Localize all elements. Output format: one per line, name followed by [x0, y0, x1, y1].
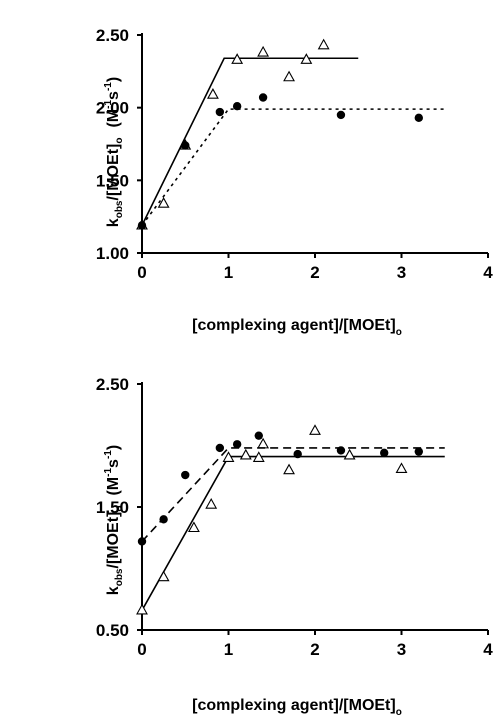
data-point-triangle — [157, 570, 170, 582]
data-point-circle — [215, 443, 225, 453]
data-point-circle — [215, 107, 225, 117]
data-point-circle — [232, 102, 242, 111]
data-point-circle — [137, 221, 147, 230]
data-point-circle — [181, 141, 190, 150]
data-point-triangle — [157, 197, 170, 208]
y-axis-title-bottom: kobs/[MOEt]o(M-1s-1) — [103, 445, 125, 595]
data-point-triangle — [205, 498, 218, 509]
y-axis-title-top: kobs/[MOEt]o(M-1s-1) — [103, 77, 125, 227]
data-point-triangle — [222, 451, 235, 462]
dotted-fit-line — [141, 108, 445, 226]
data-point-triangle — [257, 45, 270, 57]
x-tick-label: 0 — [137, 640, 146, 659]
x-tick-label: 2 — [310, 640, 319, 659]
data-point-circle — [336, 446, 346, 455]
y-tick-label: 2.00 — [96, 99, 129, 118]
x-tick-label: 1 — [224, 263, 233, 282]
x-tick-label: 3 — [397, 263, 406, 282]
plot-area-bottom — [136, 382, 489, 635]
x-axis-title-bottom: [complexing agent]/[MOEt]o — [192, 697, 402, 718]
data-point-circle — [380, 448, 389, 458]
x-axis-title-top: [complexing agent]/[MOEt]o — [192, 317, 402, 338]
x-tick-label: 0 — [137, 263, 146, 282]
y-tick-label: 2.50 — [96, 26, 129, 45]
data-point-circle — [293, 449, 302, 459]
data-point-triangle — [231, 53, 244, 64]
data-point-triangle — [239, 448, 252, 460]
data-point-circle — [254, 431, 263, 440]
y-tick-label: 2.50 — [96, 375, 129, 394]
x-tick-label: 3 — [397, 640, 406, 659]
x-tick-label: 4 — [483, 263, 493, 282]
data-point-triangle — [343, 448, 356, 460]
y-tick-label: 1.50 — [96, 498, 129, 517]
data-point-triangle — [257, 437, 270, 449]
data-point-triangle — [187, 521, 200, 533]
x-tick-label: 2 — [310, 263, 319, 282]
y-tick-label: 1.00 — [96, 244, 129, 263]
data-point-triangle — [395, 462, 408, 474]
data-point-triangle — [309, 424, 321, 435]
x-tick-label: 1 — [224, 640, 233, 659]
data-point-circle — [159, 515, 168, 524]
data-point-circle — [336, 110, 346, 120]
plot-area-top — [136, 33, 489, 258]
data-point-triangle — [300, 53, 313, 64]
data-point-triangle — [317, 38, 330, 50]
solid-fit-line — [141, 57, 359, 226]
y-tick-label: 0.50 — [96, 621, 129, 640]
solid-fit-line — [141, 455, 445, 611]
tick-labels-bottom: 0.50 1.50 2.50 0 1 2 3 4 — [96, 375, 493, 659]
x-tick-label: 4 — [483, 640, 493, 659]
tick-labels-top: 1.00 1.50 2.00 2.50 0 1 2 3 4 — [96, 26, 493, 282]
data-point-triangle — [252, 451, 265, 462]
data-point-triangle — [136, 603, 148, 615]
data-point-triangle — [283, 70, 295, 82]
data-point-circle — [137, 537, 147, 546]
chart-panel-top: 1.00 1.50 2.00 2.50 0 1 2 3 4 kobs/[MOEt]o(M-1s-… — [96, 26, 493, 338]
data-point-circle — [232, 440, 242, 449]
data-point-triangle — [283, 463, 295, 475]
data-point-triangle — [206, 88, 219, 99]
dashed-fit-line — [141, 447, 445, 542]
chart-panel-bottom: 0.50 1.50 2.50 0 1 2 3 4 kobs/[MOEt]o(M-1s-1) [… — [96, 375, 493, 718]
data-point-circle — [258, 93, 268, 102]
data-point-circle — [414, 113, 423, 123]
data-point-circle — [414, 447, 423, 456]
data-point-circle — [181, 470, 190, 480]
y-tick-label: 1.50 — [96, 171, 129, 190]
